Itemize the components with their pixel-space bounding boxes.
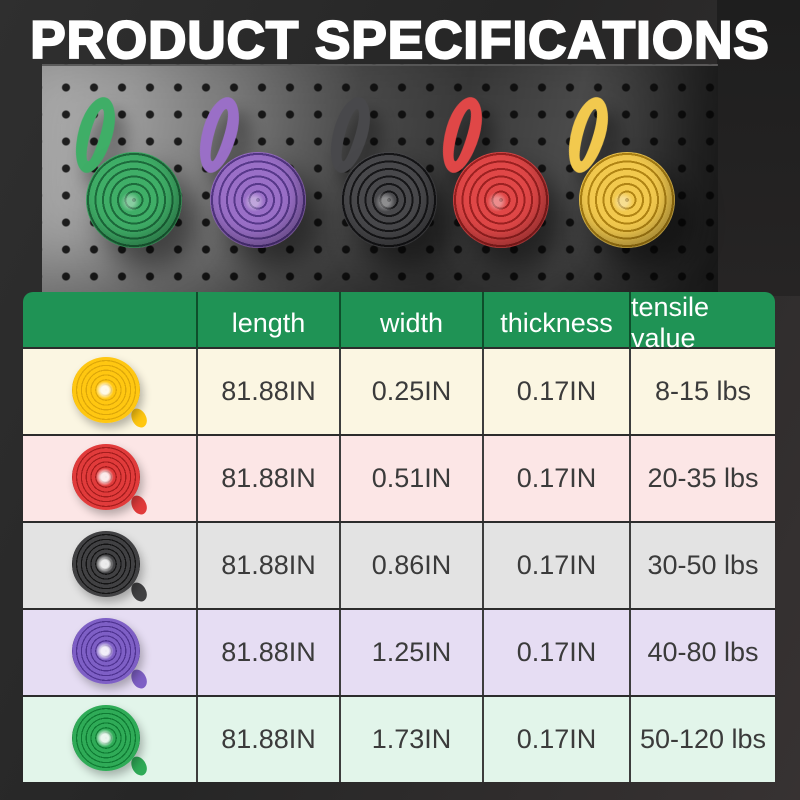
cell-length: 81.88IN xyxy=(196,349,339,434)
page-title: PRODUCT SPECIFICATIONS xyxy=(29,11,770,70)
spec-table: length width thickness tensile value 81.… xyxy=(23,292,775,782)
header-cell-length: length xyxy=(196,292,339,354)
cell-tensile-value: 40-80 lbs xyxy=(629,610,775,695)
cell-thickness: 0.17IN xyxy=(482,697,629,782)
cell-length: 81.88IN xyxy=(196,523,339,608)
mini-band xyxy=(70,528,150,604)
cell-length: 81.88IN xyxy=(196,697,339,782)
table-row-green: 81.88IN 1.73IN 0.17IN 50-120 lbs xyxy=(23,695,775,782)
band-coil xyxy=(579,152,675,248)
wall-background xyxy=(717,0,800,296)
band-coil xyxy=(341,152,437,248)
band-thumbnail-purple xyxy=(23,610,196,695)
resistance-band-yellow xyxy=(560,92,711,256)
resistance-band-black xyxy=(322,92,473,256)
mini-band-coil xyxy=(71,356,140,423)
mini-band-coil xyxy=(71,530,140,597)
mini-band xyxy=(70,441,150,517)
band-thumbnail-yellow xyxy=(23,349,196,434)
band-thumbnail-green xyxy=(23,697,196,782)
cell-tensile-value: 50-120 lbs xyxy=(629,697,775,782)
header-cell-tensile-value: tensile value xyxy=(629,292,775,354)
cell-width: 0.25IN xyxy=(339,349,482,434)
mini-band xyxy=(70,702,150,778)
resistance-band-purple xyxy=(191,92,342,256)
cell-thickness: 0.17IN xyxy=(482,523,629,608)
mini-band-coil xyxy=(71,443,140,510)
mini-band-coil xyxy=(71,617,140,684)
band-thumbnail-black xyxy=(23,523,196,608)
mini-band xyxy=(70,354,150,430)
cell-width: 0.86IN xyxy=(339,523,482,608)
table-row-purple: 81.88IN 1.25IN 0.17IN 40-80 lbs xyxy=(23,608,775,695)
cell-thickness: 0.17IN xyxy=(482,349,629,434)
cell-tensile-value: 30-50 lbs xyxy=(629,523,775,608)
table-row-yellow: 81.88IN 0.25IN 0.17IN 8-15 lbs xyxy=(23,347,775,434)
header-cell-empty xyxy=(23,292,196,354)
hero-photo xyxy=(0,0,800,296)
cell-length: 81.88IN xyxy=(196,436,339,521)
cell-width: 1.25IN xyxy=(339,610,482,695)
table-header-row: length width thickness tensile value xyxy=(23,292,775,354)
cell-width: 1.73IN xyxy=(339,697,482,782)
header-cell-width: width xyxy=(339,292,482,354)
cell-length: 81.88IN xyxy=(196,610,339,695)
resistance-band-red xyxy=(434,92,585,256)
header-cell-thickness: thickness xyxy=(482,292,629,354)
table-row-red: 81.88IN 0.51IN 0.17IN 20-35 lbs xyxy=(23,434,775,521)
cell-width: 0.51IN xyxy=(339,436,482,521)
resistance-band-green xyxy=(67,92,218,256)
band-coil xyxy=(210,152,306,248)
cell-tensile-value: 20-35 lbs xyxy=(629,436,775,521)
band-thumbnail-red xyxy=(23,436,196,521)
band-coil xyxy=(86,152,182,248)
mini-band-coil xyxy=(71,704,140,771)
table-row-black: 81.88IN 0.86IN 0.17IN 30-50 lbs xyxy=(23,521,775,608)
band-coil xyxy=(453,152,549,248)
cell-thickness: 0.17IN xyxy=(482,436,629,521)
cell-thickness: 0.17IN xyxy=(482,610,629,695)
mini-band xyxy=(70,615,150,691)
cell-tensile-value: 8-15 lbs xyxy=(629,349,775,434)
